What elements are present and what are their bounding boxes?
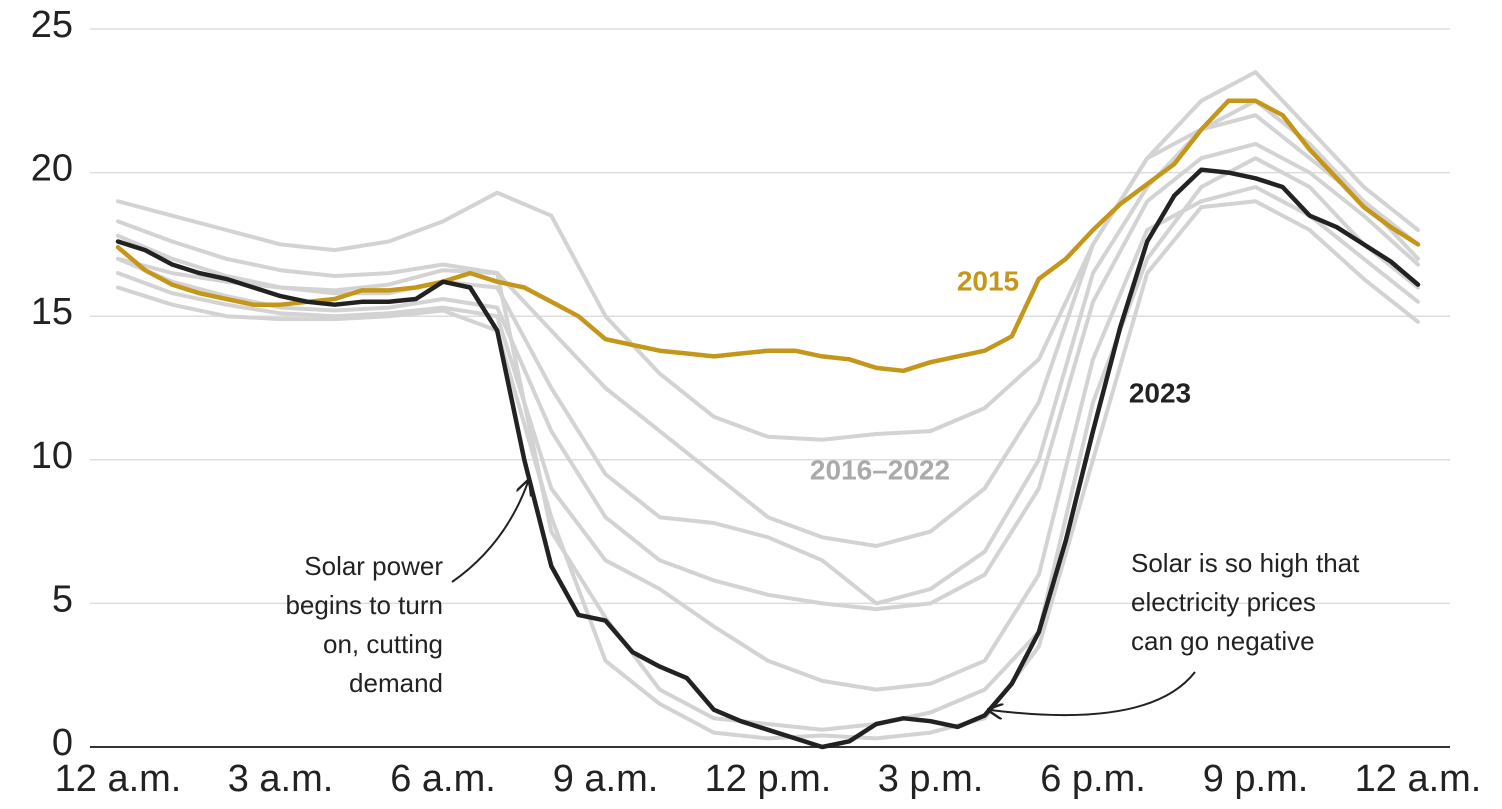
- series-line: [115, 167, 1421, 750]
- x-tick-label: 9 p.m.: [1203, 758, 1309, 800]
- annotation: Solar is so high that: [1131, 548, 1360, 578]
- background-line: [116, 141, 1420, 612]
- series-label: 2023: [1129, 377, 1191, 408]
- x-tick-label: 9 a.m.: [553, 758, 659, 800]
- y-tick-label: 15: [31, 291, 73, 333]
- x-tick-label: 3 a.m.: [228, 758, 334, 800]
- x-tick-label: 12 a.m.: [1355, 758, 1482, 800]
- annotation: begins to turn: [285, 590, 443, 620]
- annotation: Solar power: [304, 551, 443, 581]
- annotation: on, cutting: [323, 629, 443, 659]
- x-tick-label: 6 p.m.: [1040, 758, 1146, 800]
- arrow: [451, 482, 528, 583]
- y-tick-label: 5: [52, 578, 73, 620]
- x-tick-label: 12 p.m.: [705, 758, 832, 800]
- background-line: [116, 70, 1420, 548]
- y-tick-label: 25: [31, 4, 73, 46]
- series-label: 2015: [957, 265, 1019, 296]
- y-tick-label: 10: [31, 435, 73, 477]
- background-line: [116, 156, 1420, 732]
- annotation: demand: [349, 668, 443, 698]
- background-label: 2016–2022: [810, 454, 950, 485]
- labels: 0 5 10 15 20 25 12 a.m. 3 a.m. 6 a.m. 9 a.m. 12 p.…: [31, 4, 1482, 800]
- background-line: [116, 113, 1420, 442]
- background-line: [116, 185, 1420, 692]
- x-tick-label: 12 a.m.: [55, 758, 182, 800]
- x-tick-label: 3 p.m.: [878, 758, 984, 800]
- series-line: [115, 98, 1421, 374]
- lines: [115, 70, 1421, 750]
- y-tick-label: 20: [31, 148, 73, 190]
- annotation: can go negative: [1131, 626, 1315, 656]
- background-line: [116, 199, 1420, 741]
- arrow: [990, 671, 1196, 715]
- annotation: electricity prices: [1131, 587, 1316, 617]
- y-tick-label: 0: [52, 722, 73, 764]
- x-tick-label: 6 a.m.: [390, 758, 496, 800]
